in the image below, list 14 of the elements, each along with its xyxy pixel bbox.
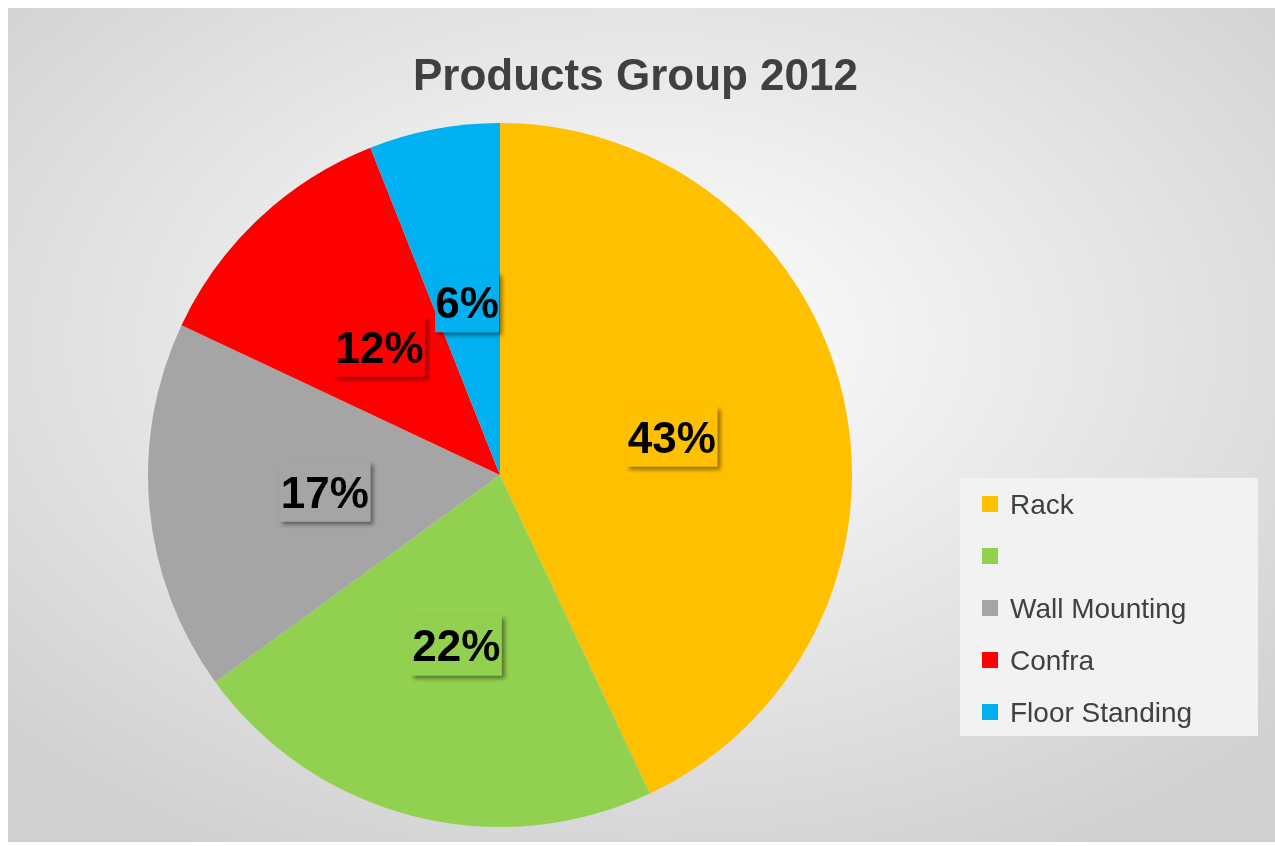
legend-label: Confra xyxy=(1010,645,1095,676)
pie-slice xyxy=(181,147,500,475)
data-label: 22% xyxy=(412,621,501,671)
chart-title: Products Group 2012 xyxy=(412,50,859,99)
data-label: 12% xyxy=(335,322,424,372)
data-label: 6% xyxy=(435,278,499,328)
data-label: 17% xyxy=(280,467,369,517)
pie-slice xyxy=(215,475,650,827)
pie-slice xyxy=(500,123,852,794)
pie-slice xyxy=(148,325,500,682)
data-label: 43% xyxy=(627,412,716,462)
legend-label: Wall Mounting xyxy=(1010,593,1187,624)
legend-label: Rack xyxy=(1010,489,1075,520)
legend-label: Floor Standing xyxy=(1010,697,1193,728)
